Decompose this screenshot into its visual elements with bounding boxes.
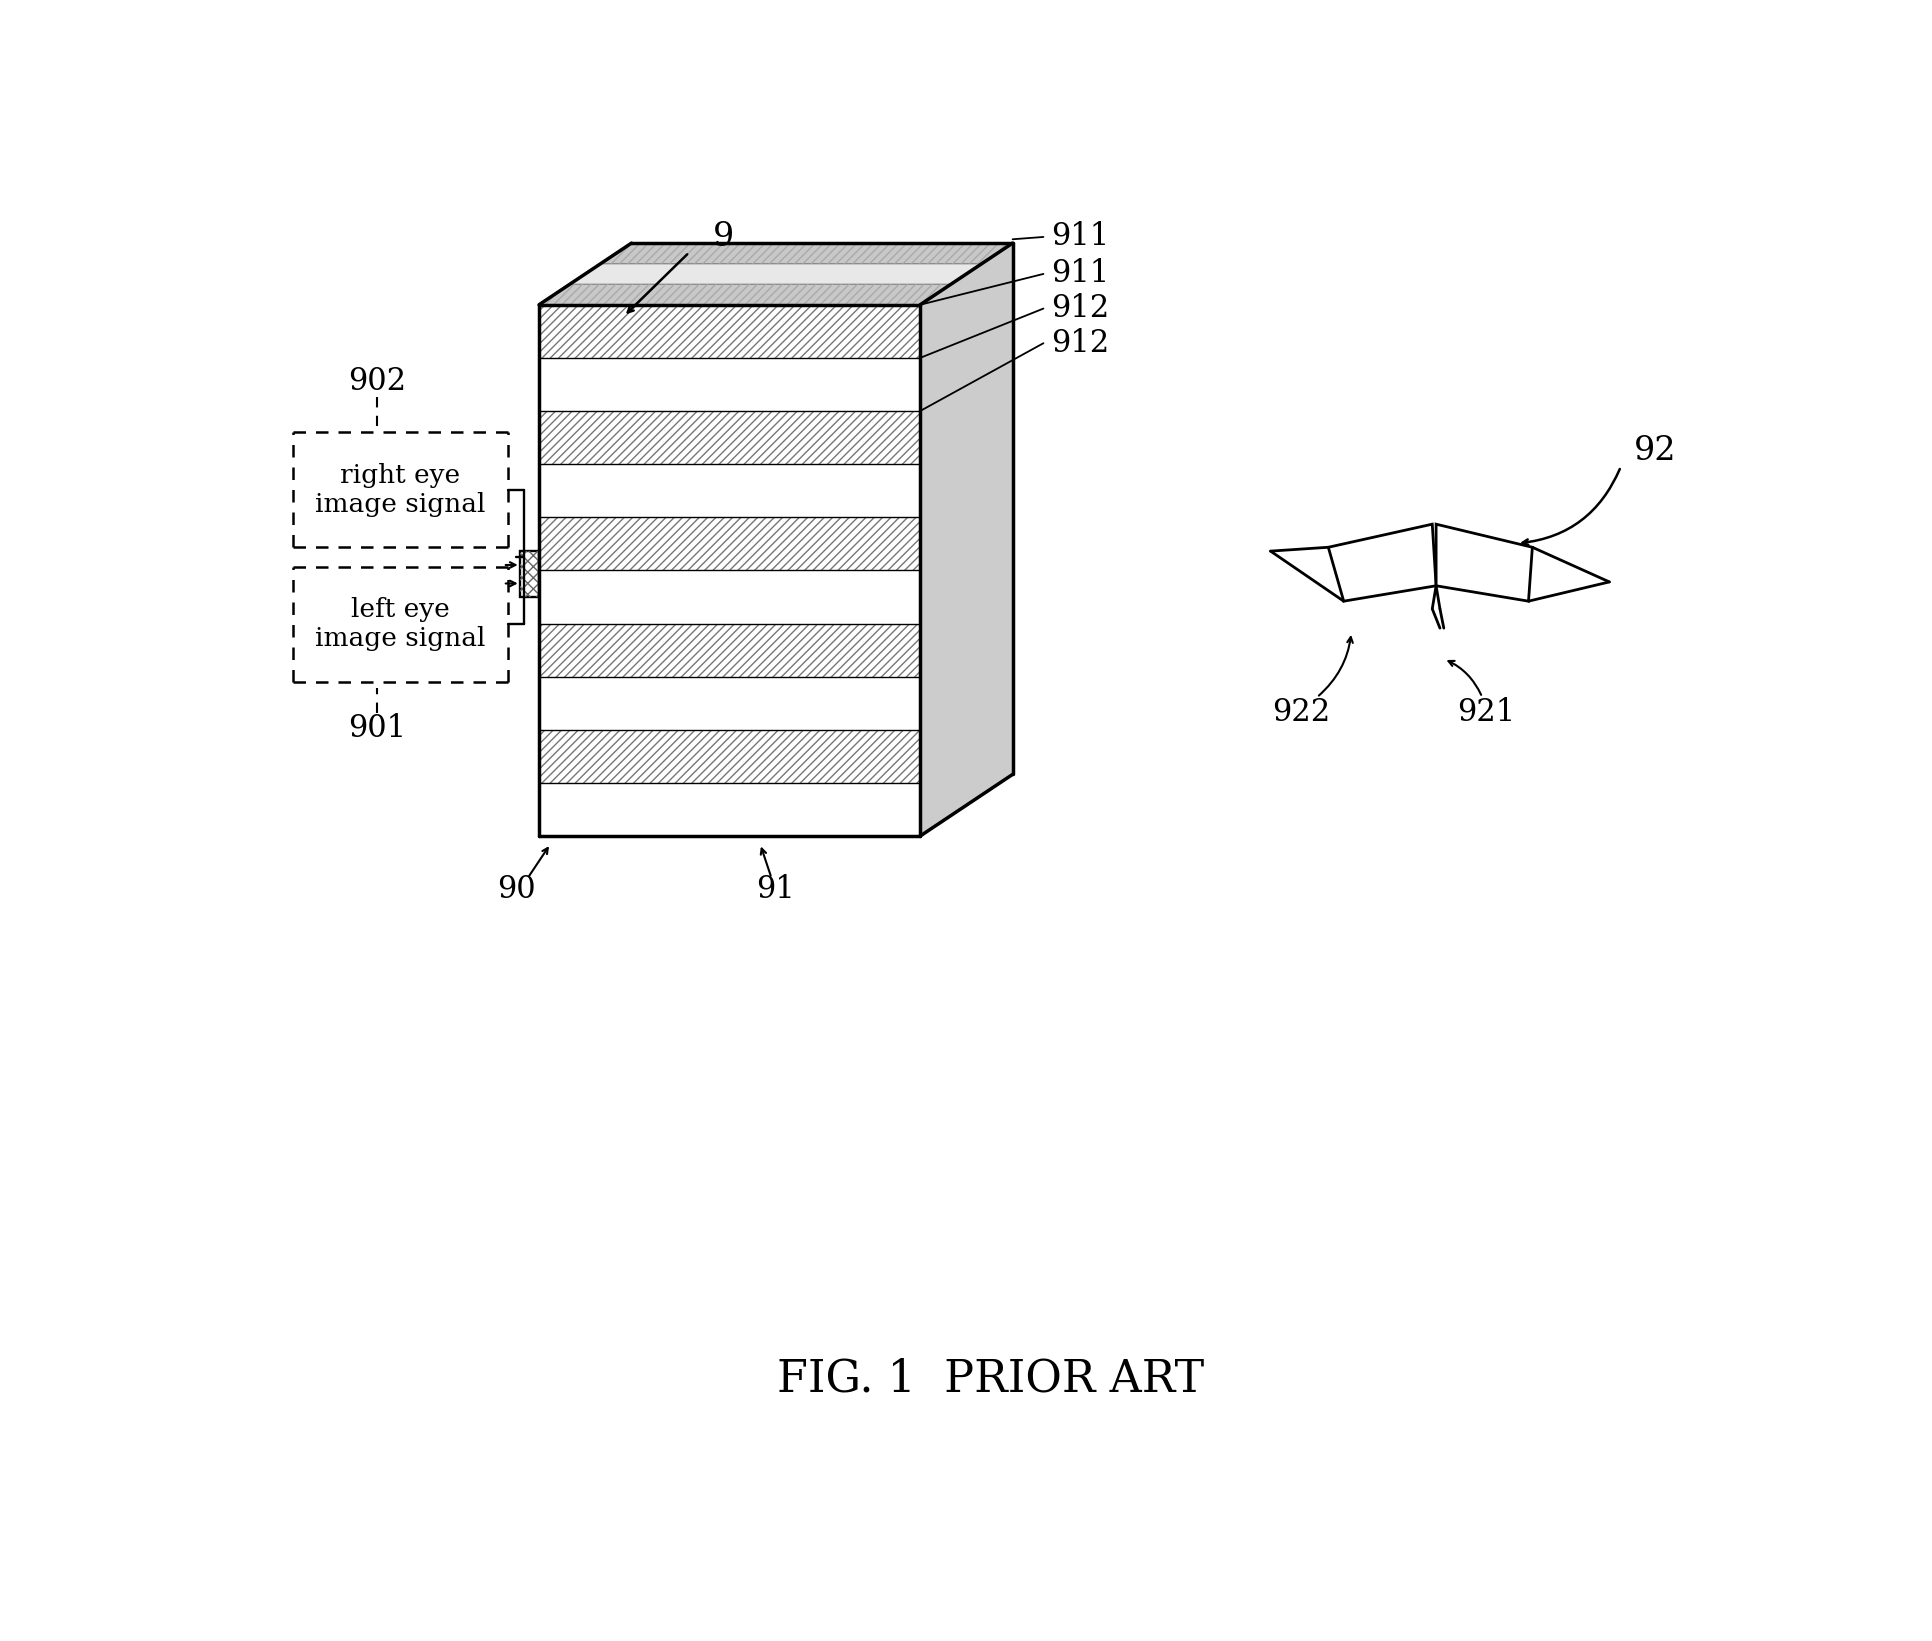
Text: 912: 912 [1051,294,1109,323]
Polygon shape [539,517,920,571]
Polygon shape [601,243,1012,264]
Polygon shape [539,571,920,624]
Polygon shape [539,305,920,358]
Polygon shape [920,243,1012,835]
Polygon shape [539,305,920,835]
Text: 921: 921 [1457,697,1515,729]
Polygon shape [1327,523,1435,601]
Text: 902: 902 [348,366,406,397]
Text: 912: 912 [1051,328,1109,359]
Text: 901: 901 [348,712,406,743]
Text: FIG. 1  PRIOR ART: FIG. 1 PRIOR ART [777,1357,1204,1400]
Polygon shape [539,410,920,464]
Text: left eye
image signal: left eye image signal [315,597,485,651]
Polygon shape [539,783,920,835]
Polygon shape [539,243,1012,305]
Text: 90: 90 [497,875,535,906]
Text: 922: 922 [1271,697,1329,729]
Text: right eye
image signal: right eye image signal [315,463,485,517]
Bar [520,551,539,597]
Polygon shape [539,464,920,517]
Polygon shape [539,730,920,783]
Polygon shape [1435,523,1532,601]
Polygon shape [539,676,920,730]
Text: 92: 92 [1633,435,1675,468]
Text: 911: 911 [1051,258,1109,289]
Text: 9: 9 [713,222,734,253]
Polygon shape [570,264,981,284]
Polygon shape [539,284,951,305]
Polygon shape [539,358,920,410]
Polygon shape [539,624,920,676]
Bar [520,551,539,597]
Text: 911: 911 [1051,222,1109,253]
Text: 91: 91 [755,875,794,906]
